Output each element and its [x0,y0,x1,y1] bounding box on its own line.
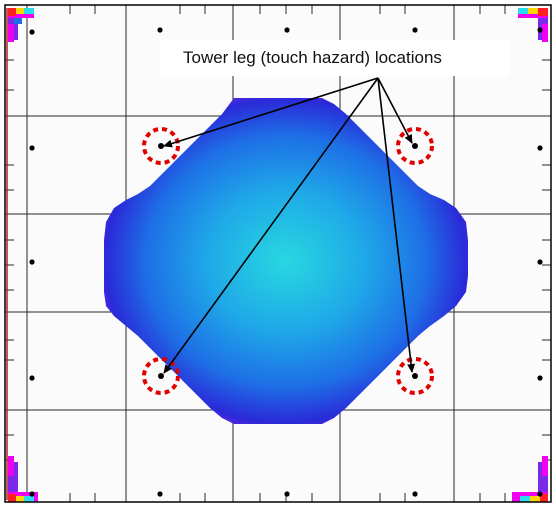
measurement-point [537,27,543,33]
corner-swatch-bottom-right [512,456,548,502]
hazard-circle-bottom-right [396,357,434,395]
measurement-point [412,491,418,497]
measurement-point [537,145,543,151]
measurement-point [537,259,543,265]
measurement-points [29,27,543,497]
annotation-box [160,40,510,76]
hazard-circle-top-left [142,127,180,165]
arrow-to-top-right-leg [377,77,413,144]
measurement-point [29,259,35,265]
hazard-circle-top-right [396,127,434,165]
tower-leg-dot [412,143,418,149]
measurement-point [29,29,35,35]
measurement-point [157,27,163,33]
arrow-to-bottom-right-leg [377,77,416,373]
measurement-point [412,27,418,33]
measurement-point [284,491,290,497]
annotation-arrows [163,77,416,374]
measurement-point [29,491,35,497]
tower-leg-dot [412,373,418,379]
arrow-to-top-left-leg [163,77,379,148]
heatmap-region [104,98,468,424]
plot-border [4,4,552,503]
measurement-point [29,375,35,381]
measurement-point [537,491,543,497]
hazard-circle-bottom-left [142,357,180,395]
corner-swatch-bottom-left [8,456,38,502]
corner-swatch-top-right [518,8,548,42]
tower-leg-dot [158,143,164,149]
tick-marks [5,5,551,502]
annotation-label: Tower leg (touch hazard) locations [183,48,442,67]
corner-swatch-top-left [8,8,34,42]
measurement-point [29,145,35,151]
measurement-point [537,375,543,381]
measurement-point [157,491,163,497]
measurement-point [284,27,290,33]
tower-leg-markers [142,127,434,395]
arrow-to-bottom-left-leg [163,77,379,374]
tower-leg-dot [158,373,164,379]
field-heatmap [104,98,468,424]
